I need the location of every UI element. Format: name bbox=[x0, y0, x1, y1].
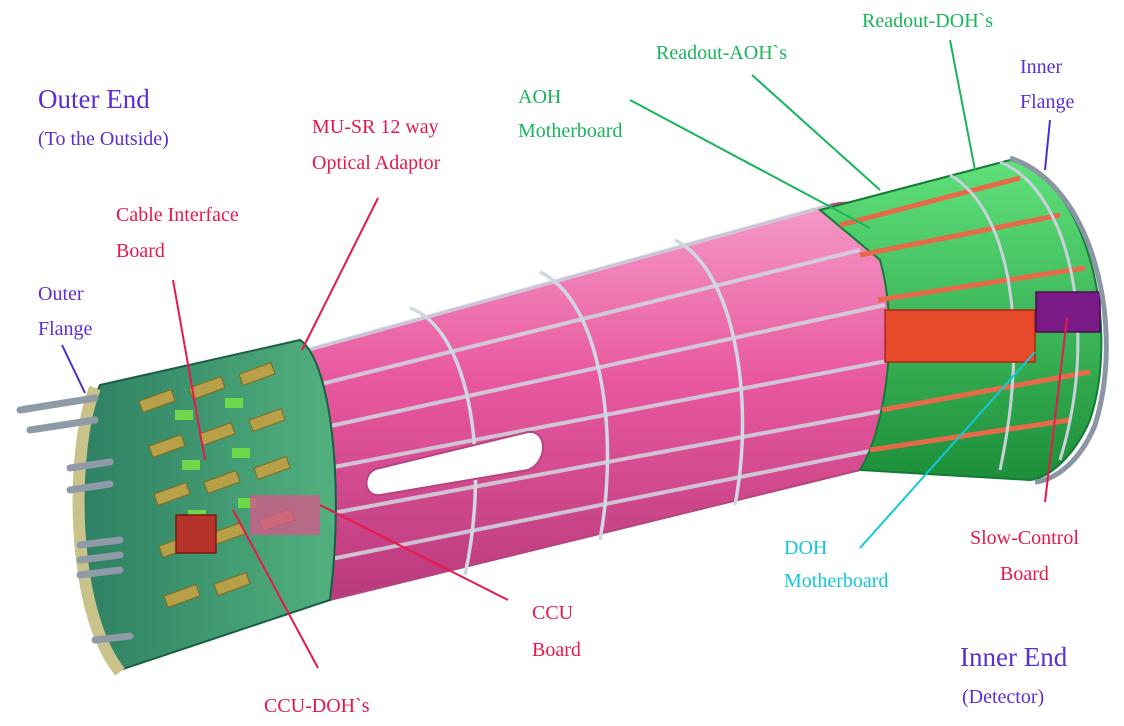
inner-flange-ring bbox=[1009, 155, 1109, 485]
leader-ccu-board bbox=[319, 504, 509, 601]
inner-flange-label-line1: Inner bbox=[1020, 56, 1063, 78]
cable-interface-label-line1: Cable Interface bbox=[116, 204, 239, 226]
leader-slow-control bbox=[1044, 317, 1068, 503]
leader-ccu-doh bbox=[232, 509, 319, 669]
outer-end-sublabel: (To the Outside) bbox=[38, 128, 169, 150]
mu-sr-label-line1: MU-SR 12 way bbox=[312, 116, 439, 138]
pink-cylinder bbox=[296, 201, 916, 602]
mu-sr-label-line2: Optical Adaptor bbox=[312, 152, 441, 174]
leader-aoh-mb bbox=[629, 99, 871, 229]
slow-control-board-block bbox=[1035, 291, 1101, 333]
inner-end-electronics bbox=[817, 155, 1109, 485]
doh-motherboard-label-line2: Motherboard bbox=[784, 570, 889, 592]
slow-control-label-line1: Slow-Control bbox=[970, 527, 1079, 549]
leader-doh-mb bbox=[859, 351, 1036, 549]
inner-end-label: Inner End bbox=[960, 642, 1068, 672]
leader-cable-interface bbox=[172, 279, 206, 461]
leader-inner-flange bbox=[1044, 119, 1051, 171]
slow-control-label-line2: Board bbox=[1000, 563, 1049, 585]
leader-readout-doh bbox=[949, 39, 976, 171]
readout-doh-label: Readout-DOH`s bbox=[862, 10, 994, 32]
board-red-slab bbox=[884, 309, 1036, 363]
outer-flange-ring bbox=[72, 385, 125, 676]
outer-flange-label-line2: Flange bbox=[38, 318, 93, 340]
outer-end-label: Outer End bbox=[38, 84, 150, 114]
ccu-board-block bbox=[175, 514, 217, 554]
doh-motherboard-label-line1: DOH bbox=[784, 537, 828, 559]
outer-end-electronics bbox=[16, 338, 337, 676]
leader-mu-sr bbox=[301, 197, 379, 351]
inner-flange-label-line2: Flange bbox=[1020, 91, 1075, 113]
readout-aoh-label: Readout-AOH`s bbox=[656, 42, 788, 64]
access-slot bbox=[365, 430, 544, 497]
leader-readout-aoh bbox=[751, 74, 881, 191]
inner-end-sublabel: (Detector) bbox=[962, 686, 1045, 708]
ccu-doh-label: CCU-DOH`s bbox=[264, 695, 370, 717]
ccu-board-label-line2: Board bbox=[532, 639, 581, 661]
leader-outer-flange bbox=[61, 344, 86, 394]
outer-flange-label-line1: Outer bbox=[38, 283, 84, 305]
cable-interface-label-line2: Board bbox=[116, 240, 165, 262]
aoh-motherboard-label-line1: AOH bbox=[518, 86, 562, 108]
aoh-motherboard-label-line2: Motherboard bbox=[518, 120, 623, 142]
ccu-board-label-line1: CCU bbox=[532, 602, 574, 624]
